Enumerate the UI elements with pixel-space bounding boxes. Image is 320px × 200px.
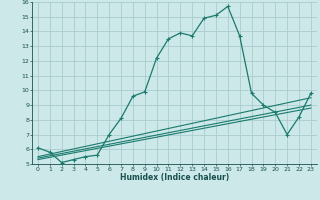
X-axis label: Humidex (Indice chaleur): Humidex (Indice chaleur)	[120, 173, 229, 182]
